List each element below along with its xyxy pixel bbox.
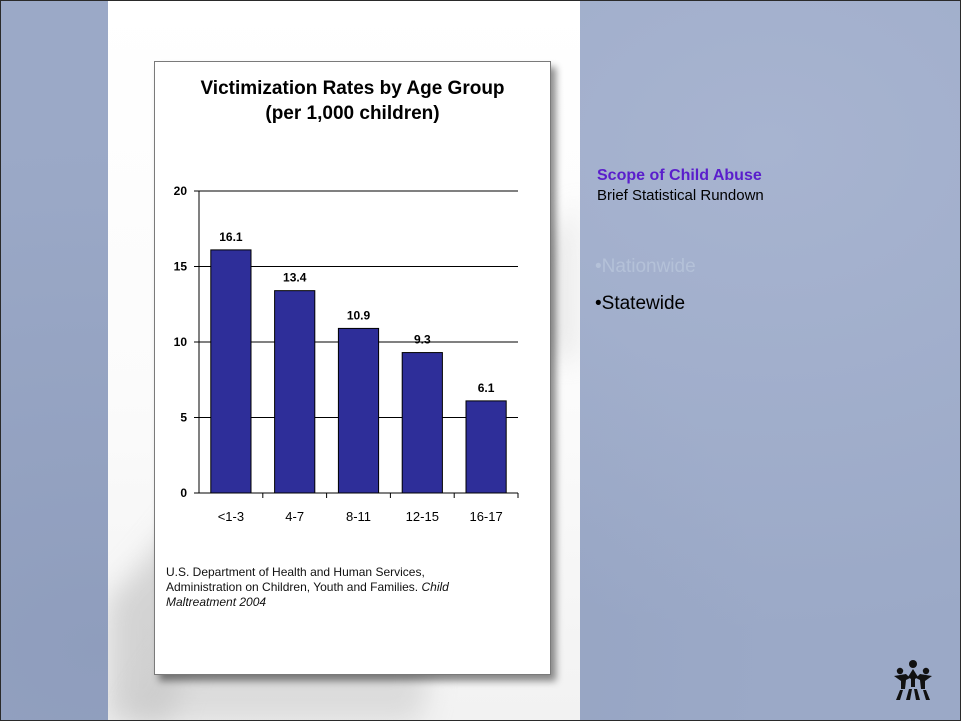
y-tick-label: 15 [174,260,188,274]
section-subtitle: Brief Statistical Rundown [597,187,764,204]
x-tick-label: 16-17 [469,509,502,524]
bar-data-label: 16.1 [219,230,243,244]
bar [210,249,252,494]
y-tick-label: 10 [174,335,188,349]
x-tick-label: <1-3 [218,509,244,524]
bar [401,352,443,494]
chart-title-line-2: (per 1,000 children) [265,103,440,124]
source-italic-1: Child [421,580,449,594]
bar-data-label: 13.4 [283,271,307,285]
source-citation: U.S. Department of Health and Human Serv… [166,565,506,610]
chart-title-line-1: Victimization Rates by Age Group [200,78,505,99]
family-figures-logo-icon [894,660,932,700]
y-tick-label: 20 [174,184,188,198]
y-tick-label: 0 [180,486,187,500]
bar [465,400,507,494]
bullet-list: •Nationwide •Statewide [595,256,696,330]
y-tick-label: 5 [180,411,187,425]
section-title: Scope of Child Abuse [597,167,762,184]
bar [274,290,316,494]
bar-data-label: 9.3 [414,333,431,347]
source-line-1: U.S. Department of Health and Human Serv… [166,565,425,579]
bullet-nationwide: •Nationwide [595,256,696,277]
x-tick-label: 12-15 [406,509,439,524]
x-tick-label: 4-7 [285,509,304,524]
bar [337,327,380,494]
source-line-2: Administration on Children, Youth and Fa… [166,580,419,594]
chart-title: Victimization Rates by Age Group (per 1,… [155,76,550,126]
bar-data-label: 10.9 [347,308,371,322]
x-tick-label: 8-11 [346,509,371,524]
bar-data-label: 6.1 [478,381,495,395]
source-italic-2: Maltreatment 2004 [166,595,267,609]
bullet-statewide: •Statewide [595,293,686,314]
chart-card: Victimization Rates by Age Group (per 1,… [154,61,551,675]
bar-chart: 0 5 10 15 20 16.1 <1-3 13.4 4-7 10.9 8-11 9.3 12-15 6… [174,184,519,524]
